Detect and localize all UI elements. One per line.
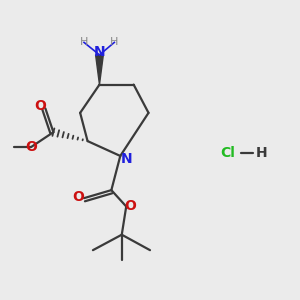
Text: N: N bbox=[121, 152, 133, 166]
Text: O: O bbox=[35, 99, 46, 113]
Polygon shape bbox=[96, 55, 103, 85]
Text: H: H bbox=[110, 38, 118, 47]
Text: N: N bbox=[94, 45, 105, 59]
Text: Cl: Cl bbox=[220, 146, 235, 160]
Text: O: O bbox=[73, 190, 85, 204]
Text: H: H bbox=[80, 38, 88, 47]
Text: H: H bbox=[256, 146, 267, 160]
Text: O: O bbox=[26, 140, 37, 154]
Text: O: O bbox=[124, 199, 136, 213]
